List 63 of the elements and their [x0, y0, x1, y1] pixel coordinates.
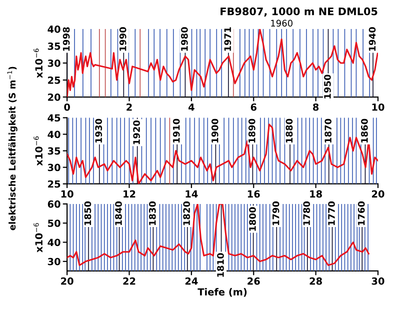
annotation: 1760 [358, 201, 365, 226]
x-tick-label: 4 [188, 104, 194, 111]
annotation: 1940 [368, 27, 376, 51]
annotation: 1870 [324, 118, 332, 142]
x-tick-label: 0 [64, 103, 70, 111]
annotation: 1950 [324, 74, 331, 98]
chart-title: FB9807, 1000 m NE DML05 [220, 7, 378, 17]
annotation: 1880 [286, 118, 293, 142]
annotation: 1990 [119, 27, 126, 51]
y-axis-title: x10$^{−6}$ [34, 223, 43, 252]
annotation: 1860 [361, 118, 368, 142]
y-tick-label: 40 [48, 26, 60, 33]
x-tick-label: 16 [248, 190, 260, 198]
x-tick-label: 6 [250, 103, 256, 111]
annotation: 1910 [172, 118, 180, 142]
y-tick-label: 25 [48, 76, 60, 84]
x-tick-label: 10 [61, 190, 74, 198]
y-tick-label: 40 [48, 238, 60, 246]
x-tick-label: 26 [248, 277, 260, 285]
annotation: 1998 [62, 27, 70, 51]
x-tick-label: 24 [185, 277, 198, 285]
text: 1960 [271, 20, 292, 27]
x-tick-label: 8 [313, 103, 319, 111]
x-tick-label: 18 [310, 190, 322, 198]
x-axis-title: Tiefe (m) [198, 288, 247, 297]
y-tick-label: 30 [48, 164, 60, 172]
y-axis-title: x10$^{−6}$ [34, 136, 43, 166]
annotation: 1900 [211, 118, 218, 142]
annotation: 1800 [249, 207, 256, 231]
annotation: 1890 [248, 118, 256, 142]
annotation: 1840 [115, 201, 122, 226]
y-tick-label: 45 [48, 114, 60, 122]
y-tick-label: 20 [48, 94, 60, 101]
annotation: 1971 [224, 27, 232, 51]
x-tick-label: 20 [61, 277, 74, 285]
annotation: 1830 [148, 201, 156, 226]
annotation: 1920 [133, 120, 140, 144]
y-tick-label: 30 [48, 60, 60, 67]
y-tick-label: 35 [48, 147, 60, 155]
y-axis-title: x10$^{−6}$ [34, 48, 43, 78]
annotation: 1810 [217, 253, 224, 277]
annotation: 1850 [84, 201, 92, 226]
annotation: 1770 [328, 201, 335, 226]
y-tick-label: 50 [48, 220, 60, 227]
y-tick-label: 25 [48, 180, 60, 188]
x-tick-label: 2 [126, 103, 132, 111]
x-tick-label: 28 [310, 277, 322, 285]
x-tick-label: 14 [186, 190, 198, 198]
annotation: 1980 [181, 27, 188, 51]
y-tick-label: 40 [48, 130, 60, 138]
x-tick-label: 22 [123, 277, 136, 285]
y-tick-label: 60 [48, 200, 60, 208]
annotation: 1780 [303, 201, 310, 226]
y-tick-label: 30 [48, 258, 60, 266]
annotation: 1790 [272, 201, 280, 226]
y-tick-label: 35 [48, 42, 60, 50]
x-tick-label: 30 [372, 277, 384, 285]
x-tick-label: 12 [124, 190, 136, 198]
annotation: 1930 [95, 118, 102, 142]
annotation: 1820 [183, 201, 190, 226]
text: elektrische Leitfähigkeit (S m$^{−1}$) [7, 66, 18, 230]
x-tick-label: 20 [372, 190, 384, 198]
x-tick-label: 10 [372, 103, 384, 111]
